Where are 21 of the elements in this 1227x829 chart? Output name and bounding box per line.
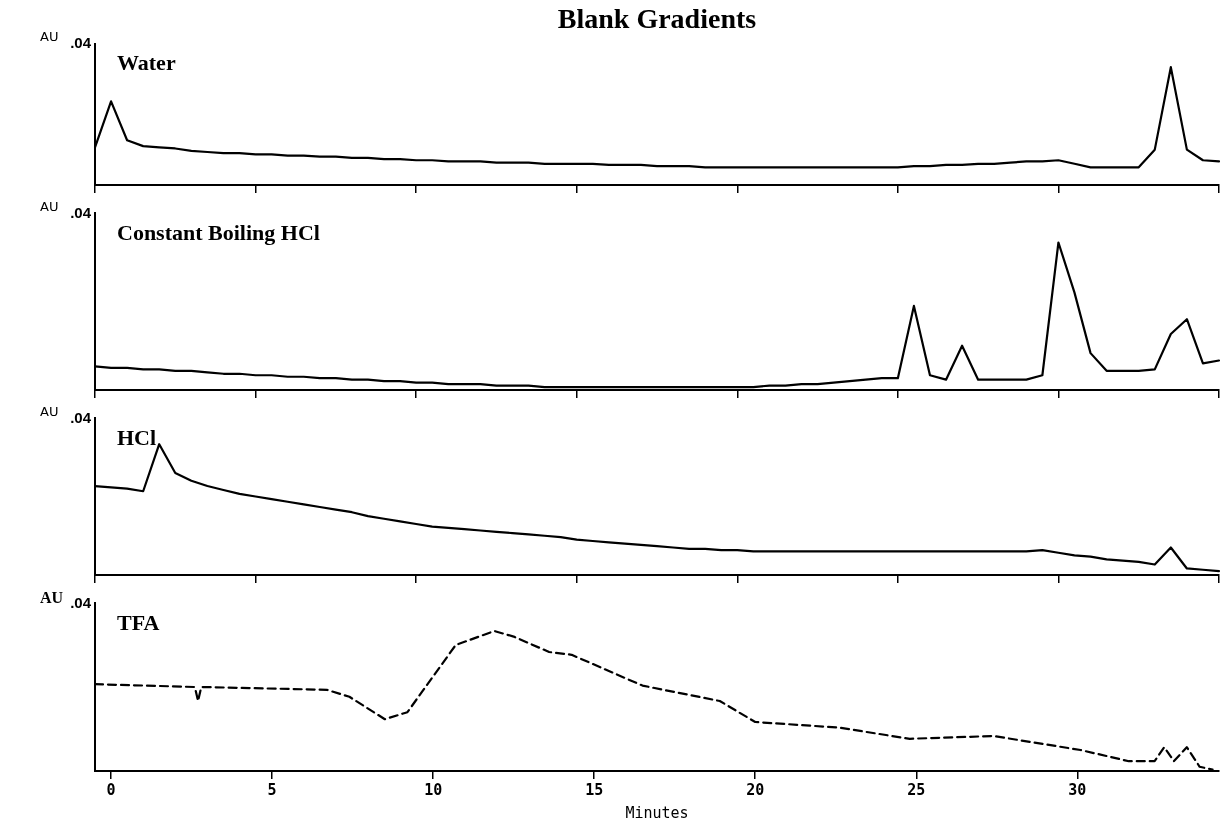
x-tick-label: 20 xyxy=(746,780,765,799)
x-axis-title: Minutes xyxy=(625,803,689,822)
x-tick-label: 5 xyxy=(267,780,277,799)
text: .04 xyxy=(70,408,92,426)
y-axis-title: AU xyxy=(40,403,59,419)
series-label: Water xyxy=(117,50,176,76)
y-axis-title: AU xyxy=(40,29,59,45)
chart-title: Blank Gradients xyxy=(557,3,757,35)
y-axis-title: AU xyxy=(40,589,64,607)
text: .04 xyxy=(70,593,92,611)
text: Constant Boiling HCl xyxy=(117,219,320,245)
text: .04 xyxy=(70,203,92,221)
x-tick-label: 25 xyxy=(907,780,926,799)
x-tick-label: 15 xyxy=(585,780,604,799)
x-tick-label: 10 xyxy=(424,780,443,799)
x-tick-label: 0 xyxy=(106,780,116,799)
x-tick-label: 30 xyxy=(1068,780,1087,799)
series-label: HCl xyxy=(117,424,157,450)
y-axis-title: AU xyxy=(40,198,59,214)
text: TFA xyxy=(117,609,160,635)
text: .04 xyxy=(70,34,92,52)
